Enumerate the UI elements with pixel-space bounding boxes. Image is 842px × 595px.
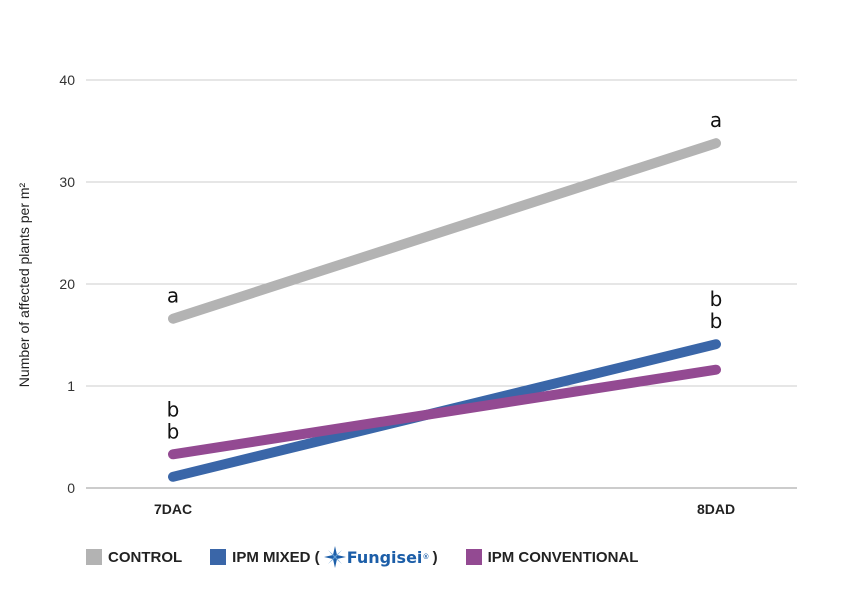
- legend-item-control: CONTROL: [86, 549, 182, 566]
- registered-mark: ®: [423, 553, 429, 561]
- significance-label: b: [167, 419, 180, 443]
- significance-label: b: [167, 397, 180, 421]
- legend-swatch-ipm-conventional: [465, 549, 482, 565]
- y-axis-ticks: 0 1 20 30 40: [59, 72, 75, 496]
- y-tick-label: 1: [67, 378, 75, 394]
- grid-lines: [86, 79, 797, 489]
- significance-label: b: [710, 287, 723, 311]
- significance-label: b: [710, 309, 723, 333]
- legend-swatch-control: [86, 549, 102, 565]
- fungisei-star-icon: [323, 546, 346, 568]
- significance-label: a: [167, 284, 179, 308]
- x-tick-label: 7DAC: [154, 501, 192, 517]
- y-tick-label: 20: [59, 276, 75, 292]
- legend-item-ipm-conventional: IPM CONVENTIONAL: [465, 548, 639, 566]
- legend-item-ipm-mixed: IPM MIXED ( Fungisei ® ): [210, 546, 438, 568]
- series-line-control: [168, 138, 721, 324]
- x-axis-ticks: 7DAC 8DAD: [154, 501, 735, 517]
- y-tick-label: 30: [59, 174, 75, 190]
- legend-label-ipm-mixed-prefix: IPM MIXED (: [232, 548, 320, 566]
- y-tick-label: 40: [59, 72, 75, 88]
- x-tick-label: 8DAD: [697, 501, 735, 517]
- series-line-ipm-conventional: [168, 364, 721, 460]
- significance-label: a: [710, 108, 722, 132]
- fungisei-logo: Fungisei ®: [323, 546, 429, 568]
- legend-label-control: CONTROL: [108, 548, 183, 566]
- legend: CONTROL IPM MIXED ( Fungisei ® ) IPM CONV…: [86, 546, 666, 568]
- legend-label-ipm-conventional: IPM CONVENTIONAL: [487, 548, 639, 566]
- legend-label-ipm-mixed-suffix: ): [432, 548, 438, 566]
- series-lines: [168, 138, 721, 482]
- fungisei-logo-text: Fungisei: [346, 547, 423, 567]
- y-tick-label: 0: [67, 480, 75, 496]
- y-axis-label: Number of affected plants per m²: [16, 182, 32, 387]
- legend-swatch-ipm-mixed: [210, 549, 227, 565]
